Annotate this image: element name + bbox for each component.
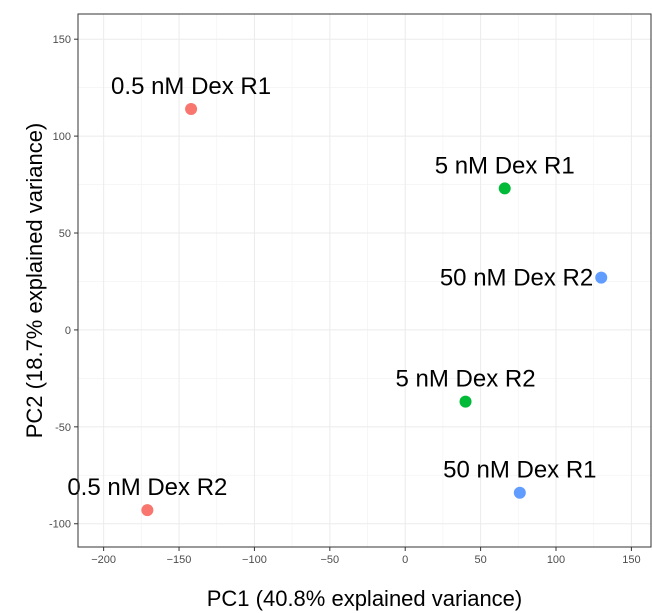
point-label: 5 nM Dex R1 — [435, 152, 575, 179]
x-tick-label: 0 — [402, 554, 408, 566]
point-label: 0.5 nM Dex R2 — [67, 474, 227, 501]
x-tick-label: −150 — [167, 554, 192, 566]
x-tick-label: −100 — [242, 554, 267, 566]
y-axis-ticks: -100 -50 0 50 100 150 — [49, 34, 78, 531]
y-tick-label: 150 — [53, 34, 71, 46]
y-axis-title: PC2 (18.7% explained variance) — [22, 123, 47, 439]
point-label: 50 nM Dex R2 — [440, 265, 593, 292]
x-tick-label: 50 — [474, 554, 486, 566]
y-tick-label: 100 — [53, 131, 71, 143]
data-point — [459, 395, 472, 408]
point-label: 50 nM Dex R1 — [443, 457, 596, 484]
y-tick-label: 0 — [65, 325, 71, 337]
point-label: 5 nM Dex R2 — [395, 366, 535, 393]
point-labels: 0.5 nM Dex R1 0.5 nM Dex R2 5 nM Dex R1 5 n… — [67, 73, 596, 501]
data-point — [185, 102, 198, 115]
x-tick-label: 100 — [547, 554, 565, 566]
data-point — [513, 486, 526, 499]
data-points — [141, 102, 608, 517]
x-axis-ticks: −200 −150 −100 −50 0 50 100 150 — [91, 547, 641, 566]
y-tick-label: -100 — [49, 519, 71, 531]
x-tick-label: −200 — [91, 554, 116, 566]
y-tick-label: -50 — [55, 422, 71, 434]
x-tick-label: −50 — [320, 554, 339, 566]
point-label: 0.5 nM Dex R1 — [111, 73, 271, 100]
data-point — [141, 504, 154, 517]
data-point — [498, 182, 511, 195]
grid — [78, 14, 651, 547]
x-axis-title: PC1 (40.8% explained variance) — [207, 586, 523, 611]
data-point — [595, 271, 608, 284]
y-tick-label: 50 — [59, 228, 71, 240]
x-tick-label: 150 — [622, 554, 640, 566]
plot-panel-border — [77, 13, 652, 548]
